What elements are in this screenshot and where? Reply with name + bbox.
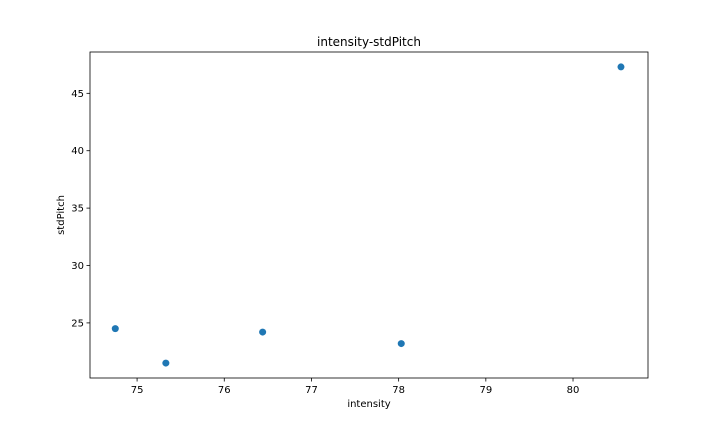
y-tick-label: 35 bbox=[71, 204, 84, 215]
chart-title: intensity-stdPitch bbox=[317, 35, 421, 49]
scatter-point bbox=[617, 63, 625, 71]
x-tick-label: 76 bbox=[218, 385, 231, 396]
x-tick-label: 75 bbox=[131, 385, 144, 396]
y-axis-label: stdPitch bbox=[56, 195, 67, 235]
plot-frame bbox=[89, 51, 649, 379]
x-tick-label: 77 bbox=[305, 385, 318, 396]
x-axis-label: intensity bbox=[347, 399, 390, 410]
y-tick-label: 30 bbox=[71, 261, 84, 272]
scatter-point bbox=[397, 340, 405, 348]
y-tick-label: 40 bbox=[71, 146, 84, 157]
axis-ticks: 75 76 77 78 79 80 25 30 35 40 45 bbox=[71, 89, 579, 396]
x-tick-label: 80 bbox=[567, 385, 580, 396]
scatter-point bbox=[111, 325, 119, 333]
y-tick-label: 25 bbox=[71, 318, 84, 329]
x-tick-label: 79 bbox=[479, 385, 492, 396]
data-points bbox=[111, 63, 625, 367]
scatter-point bbox=[162, 359, 170, 367]
x-tick-label: 78 bbox=[392, 385, 405, 396]
y-tick-label: 45 bbox=[71, 89, 84, 100]
scatter-point bbox=[259, 328, 267, 336]
